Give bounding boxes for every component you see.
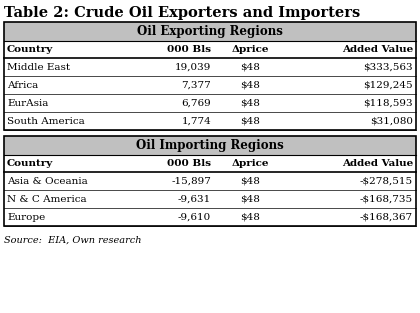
Text: Africa: Africa: [7, 80, 38, 90]
Bar: [4, 58, 416, 76]
Text: 19,039: 19,039: [175, 63, 211, 71]
Text: $48: $48: [240, 80, 260, 90]
Text: EurAsia: EurAsia: [7, 99, 48, 107]
Text: $129,245: $129,245: [363, 80, 413, 90]
Text: Added Value: Added Value: [342, 45, 413, 54]
Text: N & C America: N & C America: [7, 194, 87, 203]
Text: $48: $48: [240, 213, 260, 222]
Text: Δprice: Δprice: [231, 45, 269, 54]
Text: -9,610: -9,610: [178, 213, 211, 222]
Text: 6,769: 6,769: [181, 99, 211, 107]
Text: $48: $48: [240, 177, 260, 186]
Text: -$168,735: -$168,735: [360, 194, 413, 203]
Text: -15,897: -15,897: [171, 177, 211, 186]
Text: Oil Exporting Regions: Oil Exporting Regions: [137, 25, 283, 38]
Bar: [4, 22, 416, 130]
Bar: [4, 190, 416, 208]
Text: -$168,367: -$168,367: [360, 213, 413, 222]
Bar: [4, 172, 416, 190]
Text: Δprice: Δprice: [231, 159, 269, 168]
Bar: [4, 76, 416, 94]
Bar: [4, 208, 416, 226]
Text: 000 Bls: 000 Bls: [167, 45, 211, 54]
Bar: [4, 155, 416, 172]
Bar: [4, 136, 416, 226]
Text: Oil Importing Regions: Oil Importing Regions: [136, 139, 284, 152]
Bar: [4, 41, 416, 58]
Text: -$278,515: -$278,515: [360, 177, 413, 186]
Text: $333,563: $333,563: [363, 63, 413, 71]
Text: $118,593: $118,593: [363, 99, 413, 107]
Text: $48: $48: [240, 63, 260, 71]
Text: 7,377: 7,377: [181, 80, 211, 90]
Bar: [4, 94, 416, 112]
Text: 1,774: 1,774: [181, 116, 211, 126]
Text: Country: Country: [7, 159, 53, 168]
Text: Source:  EIA, Own research: Source: EIA, Own research: [4, 235, 142, 244]
Text: Country: Country: [7, 45, 53, 54]
Text: 000 Bls: 000 Bls: [167, 159, 211, 168]
Text: $48: $48: [240, 99, 260, 107]
Bar: [4, 136, 416, 155]
Text: South America: South America: [7, 116, 85, 126]
Text: $48: $48: [240, 194, 260, 203]
Bar: [4, 22, 416, 41]
Text: Asia & Oceania: Asia & Oceania: [7, 177, 88, 186]
Text: Table 2: Crude Oil Exporters and Importers: Table 2: Crude Oil Exporters and Importe…: [4, 6, 360, 20]
Bar: [4, 112, 416, 130]
Text: $48: $48: [240, 116, 260, 126]
Text: -9,631: -9,631: [178, 194, 211, 203]
Text: Added Value: Added Value: [342, 159, 413, 168]
Text: Middle East: Middle East: [7, 63, 70, 71]
Text: Europe: Europe: [7, 213, 45, 222]
Text: $31,080: $31,080: [370, 116, 413, 126]
